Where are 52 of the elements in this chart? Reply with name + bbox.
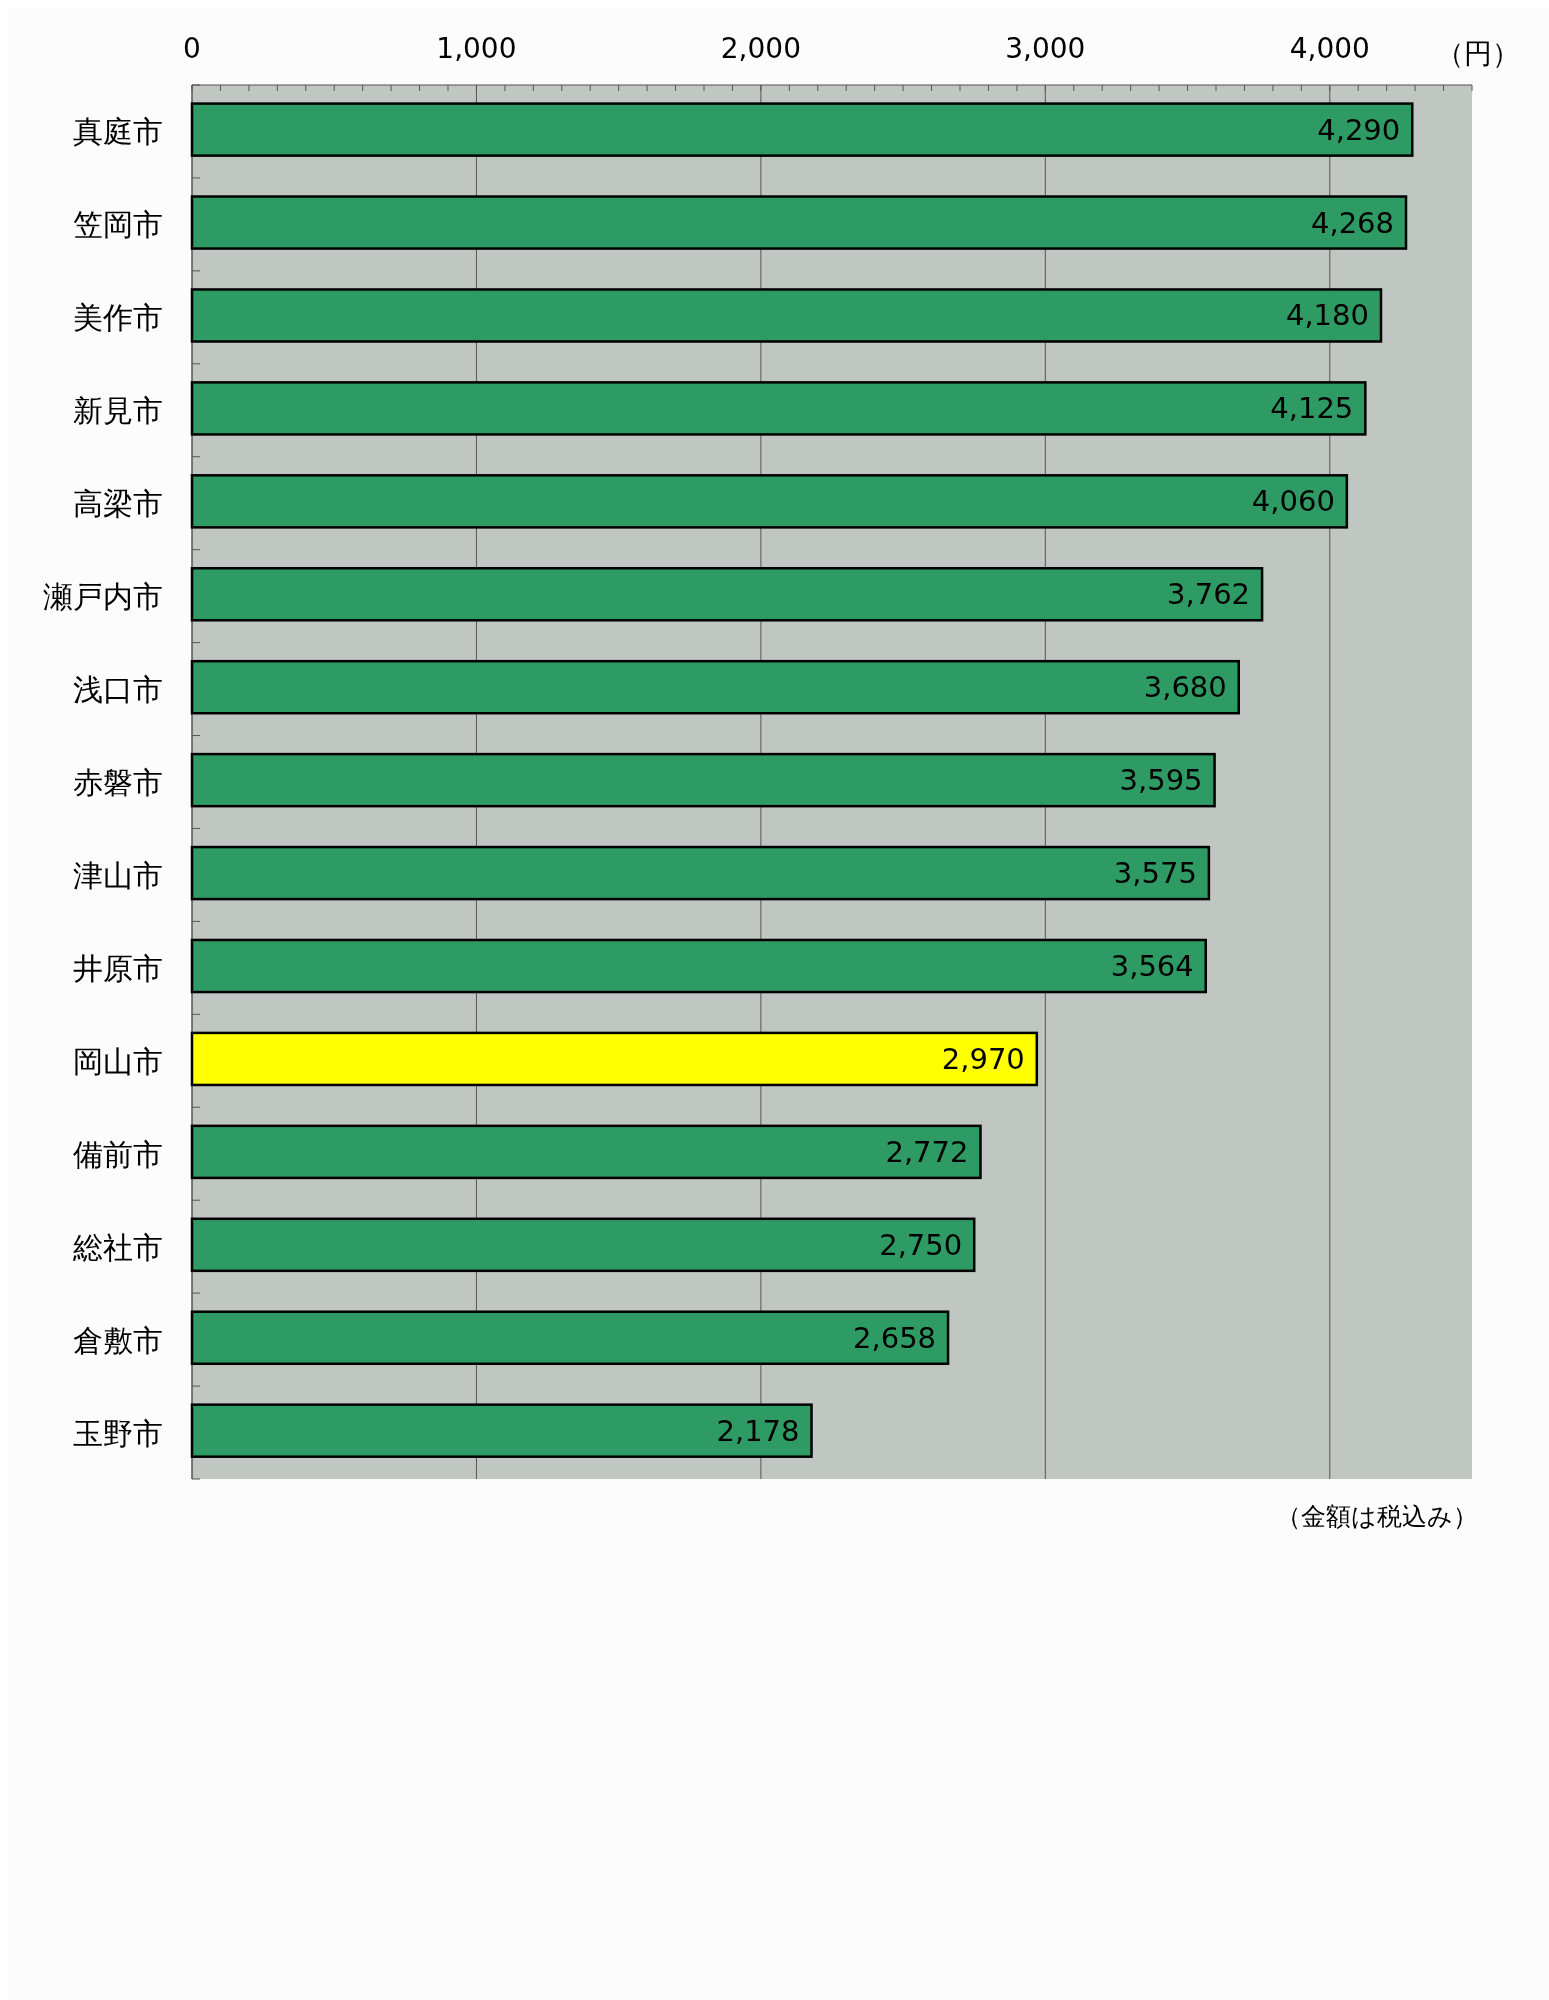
bar xyxy=(190,102,1414,157)
y-tick-label: 津山市 xyxy=(73,857,163,893)
bar xyxy=(190,195,1408,250)
y-tick-label: 高梁市 xyxy=(73,486,163,522)
data-label: 4,060 xyxy=(1251,484,1335,519)
data-label: 2,970 xyxy=(941,1041,1025,1076)
y-tick-label: 倉敷市 xyxy=(73,1322,163,1358)
bar xyxy=(190,567,1264,622)
y-tick-label: 真庭市 xyxy=(73,114,163,150)
y-tick-label: 備前市 xyxy=(73,1136,163,1172)
bar xyxy=(190,1124,982,1180)
bar xyxy=(190,1403,813,1458)
y-tick-label: 浅口市 xyxy=(73,672,163,708)
data-label: 3,564 xyxy=(1110,949,1194,984)
data-label: 4,125 xyxy=(1270,391,1354,426)
y-tick-label: 井原市 xyxy=(73,950,163,986)
x-tick-label: 3,000 xyxy=(1005,32,1086,65)
data-label: 2,772 xyxy=(885,1134,969,1169)
bar xyxy=(190,1031,1039,1087)
data-label: 3,595 xyxy=(1119,763,1203,798)
bar xyxy=(190,1310,950,1366)
text: （金額は税込み） xyxy=(1276,1502,1478,1531)
data-label: 2,178 xyxy=(716,1413,800,1448)
y-tick-label: 美作市 xyxy=(73,300,163,336)
bar xyxy=(190,1217,976,1273)
bar xyxy=(190,381,1367,436)
data-label: 3,575 xyxy=(1113,856,1197,891)
x-tick-label: 0 xyxy=(183,32,201,65)
x-axis-title: （円） xyxy=(1436,37,1520,70)
data-label: 4,180 xyxy=(1285,298,1369,333)
data-label: 3,762 xyxy=(1167,577,1251,612)
y-tick-label: 新見市 xyxy=(73,393,163,429)
x-tick-label: 1,000 xyxy=(436,32,517,65)
bar xyxy=(190,659,1241,715)
bar xyxy=(190,288,1383,343)
y-tick-label: 岡山市 xyxy=(73,1043,163,1079)
y-tick-label: 総社市 xyxy=(72,1229,163,1265)
y-tick-label: 笠岡市 xyxy=(73,207,163,243)
bar xyxy=(190,938,1208,994)
data-label: 3,680 xyxy=(1143,670,1227,705)
data-label: 2,658 xyxy=(853,1320,937,1355)
data-label: 4,268 xyxy=(1310,205,1395,240)
bar xyxy=(190,752,1216,808)
bar xyxy=(190,474,1349,529)
data-label: 4,290 xyxy=(1317,112,1401,147)
y-tick-label: 瀬戸内市 xyxy=(43,579,163,615)
y-tick-label: 玉野市 xyxy=(73,1415,163,1451)
data-label: 2,750 xyxy=(879,1227,963,1262)
x-tick-label: 2,000 xyxy=(720,32,801,65)
x-tick-label: 4,000 xyxy=(1289,32,1370,65)
bar xyxy=(190,845,1211,901)
y-tick-label: 赤磐市 xyxy=(73,765,163,800)
